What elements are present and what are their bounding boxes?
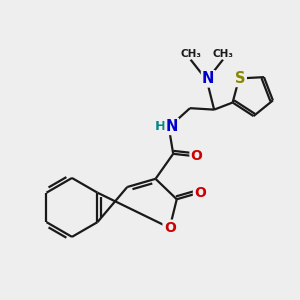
Text: O: O (194, 186, 206, 200)
Text: S: S (235, 71, 246, 86)
Text: O: O (191, 149, 203, 164)
Text: N: N (166, 119, 178, 134)
Text: H: H (155, 120, 166, 133)
Text: O: O (194, 186, 206, 200)
Text: O: O (191, 149, 203, 164)
Text: N: N (202, 71, 214, 86)
Text: CH₃: CH₃ (212, 49, 233, 59)
Text: N: N (166, 119, 178, 134)
Text: N: N (202, 71, 214, 86)
Text: CH₃: CH₃ (180, 49, 201, 59)
Text: S: S (235, 71, 246, 86)
Text: O: O (164, 221, 176, 235)
Text: H: H (155, 120, 166, 133)
Text: O: O (164, 221, 176, 235)
